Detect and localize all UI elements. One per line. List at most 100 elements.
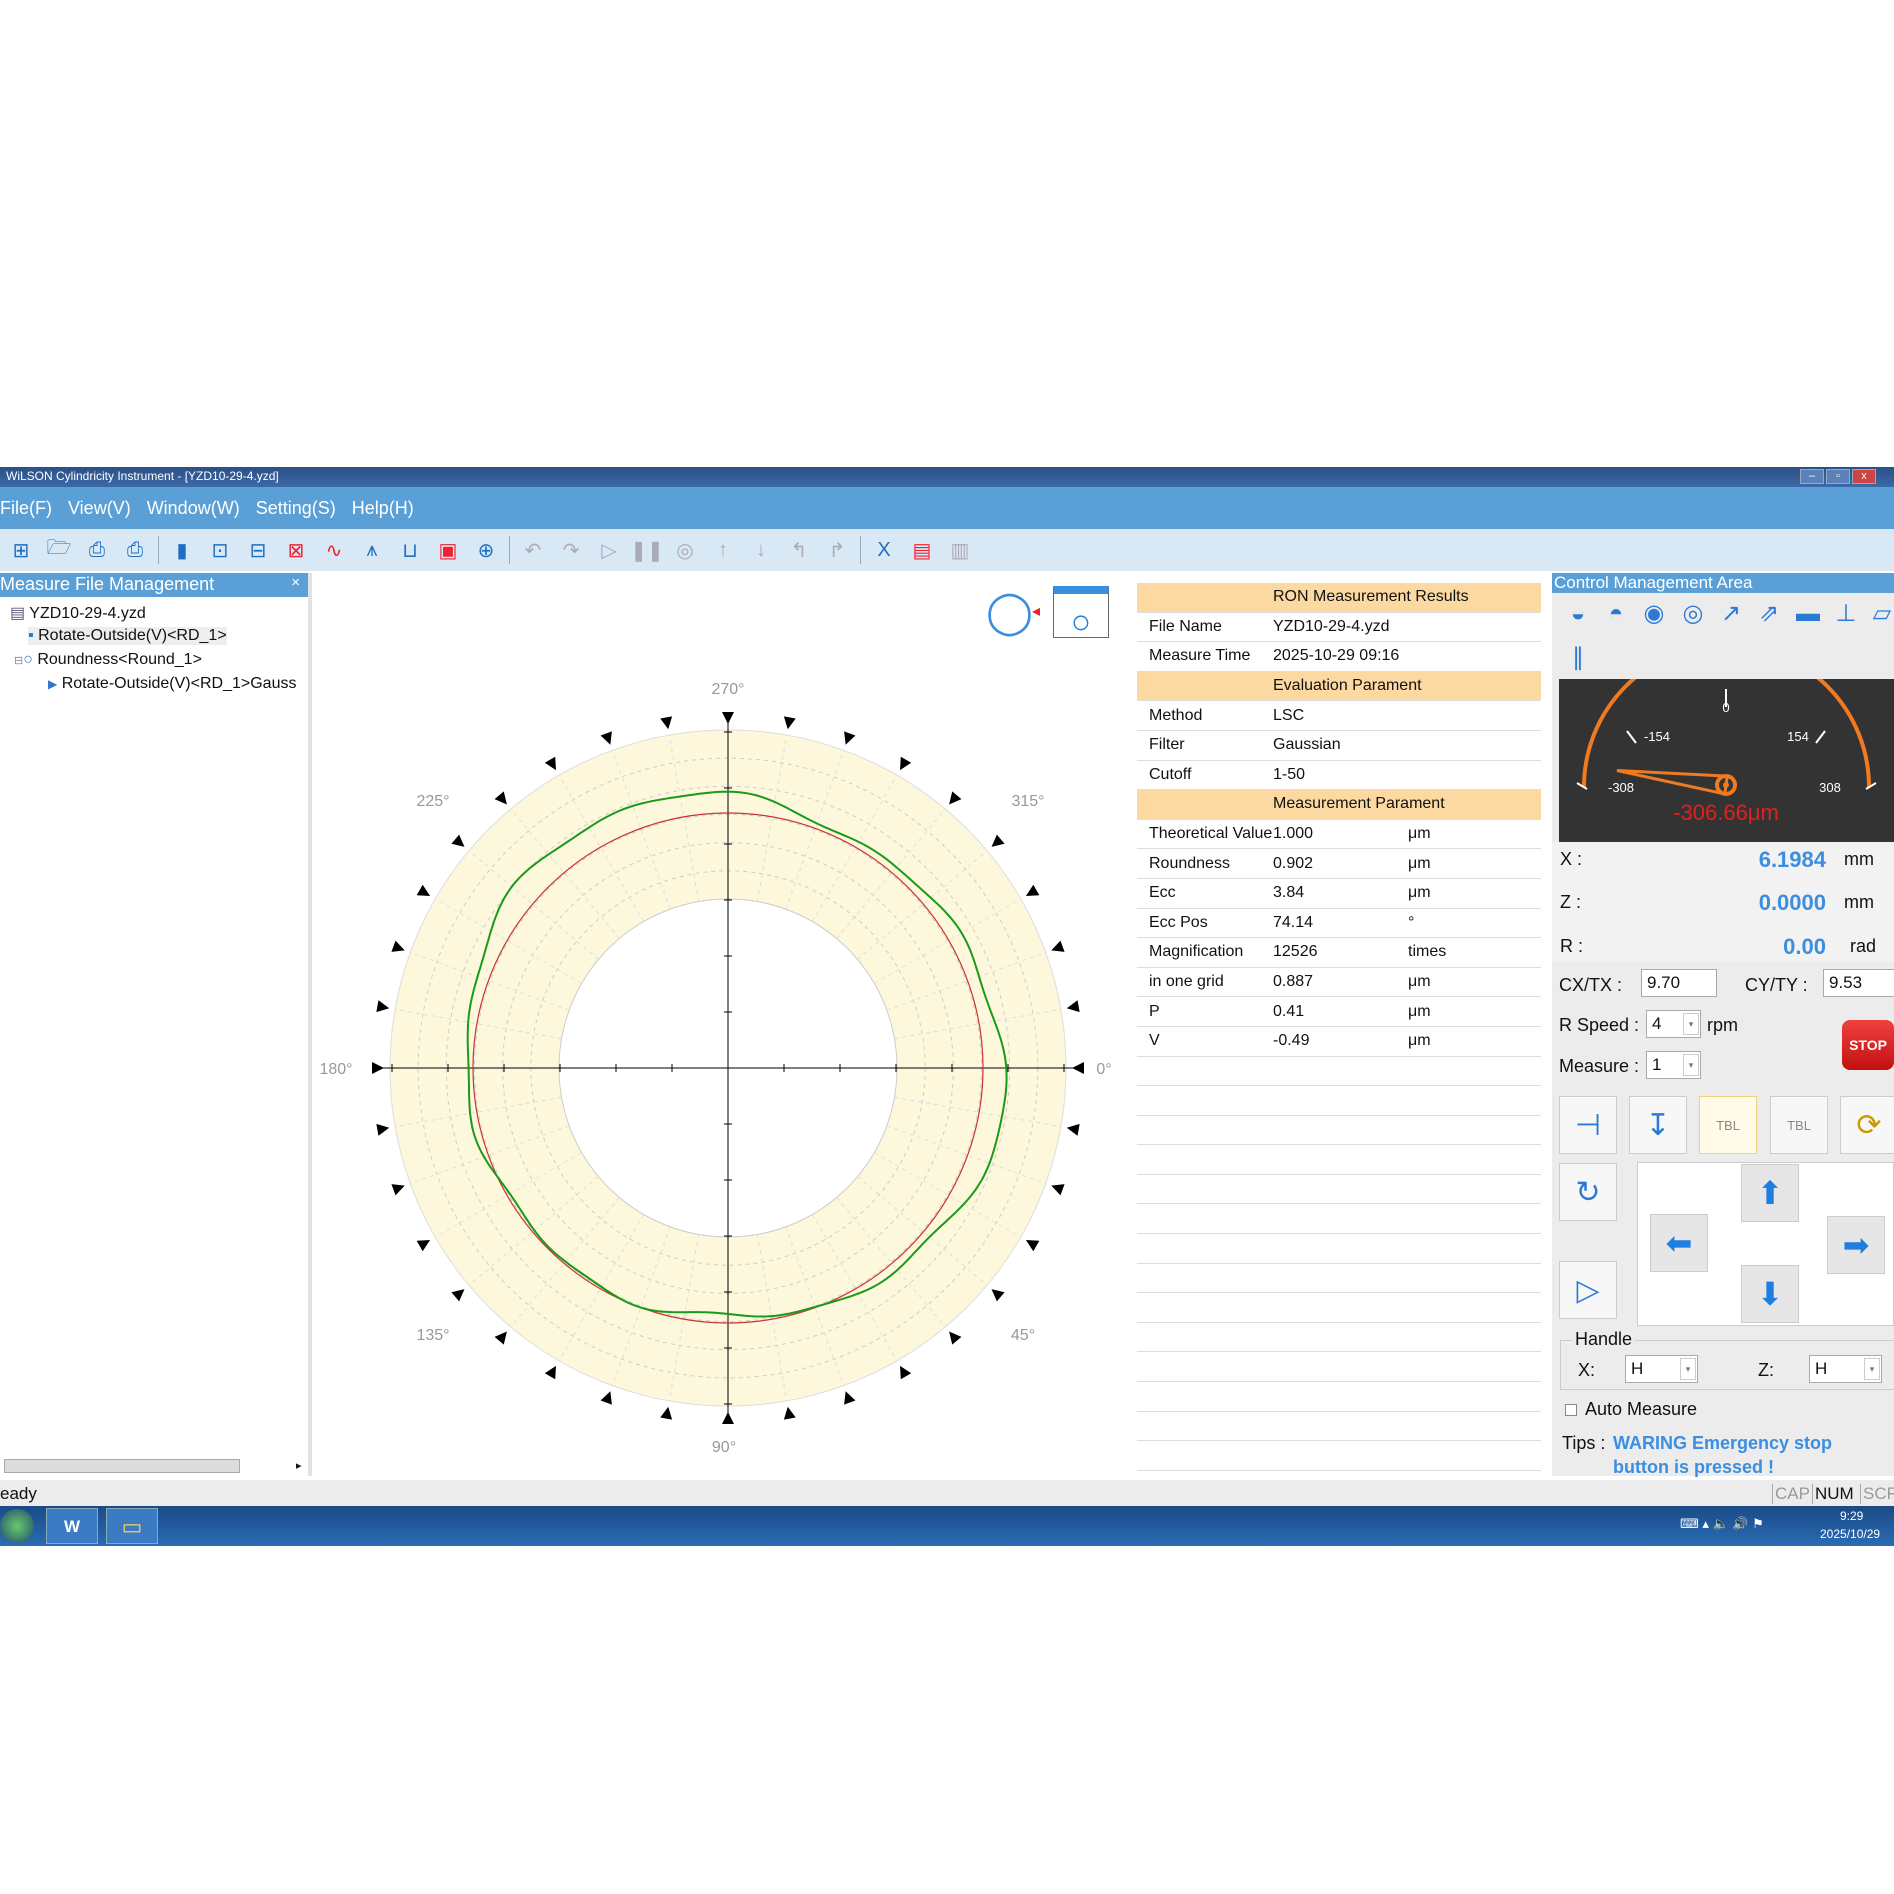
menu-window[interactable]: Window(W) <box>146 497 240 518</box>
rspeed-select[interactable]: 4 ▾ <box>1646 1010 1701 1038</box>
tree-item-gauss[interactable]: ▶ Rotate-Outside(V)<RD_1>Gauss <box>48 675 296 693</box>
table-rotate-button[interactable]: TBL <box>1699 1096 1757 1154</box>
angle-marker <box>900 1365 912 1380</box>
file-explorer-icon[interactable]: ▭ <box>106 1508 158 1544</box>
parallel-icon[interactable]: ∥ <box>1572 644 1584 671</box>
cell-unit: μm <box>1408 1002 1431 1020</box>
export-txt-icon[interactable]: ▤ <box>912 539 932 562</box>
tree-item-file[interactable]: ▤ YZD10-29-4.yzd <box>10 603 146 623</box>
angle-marker <box>494 791 507 805</box>
cx-input[interactable]: 9.70 <box>1641 969 1717 997</box>
r-value: 0.00 <box>1783 934 1826 959</box>
cy-input[interactable]: 9.53 <box>1823 969 1894 997</box>
delete-selection-icon[interactable]: ⊠ <box>287 539 305 562</box>
table-row: Ecc Pos 74.14 ° <box>1137 909 1541 939</box>
rotate-button[interactable]: ↻ <box>1559 1163 1617 1221</box>
jog-down-button[interactable]: ⬇ <box>1741 1265 1799 1323</box>
clock-time[interactable]: 9:29 <box>1840 1509 1864 1523</box>
zoom-in-icon[interactable]: ⊕ <box>477 539 495 562</box>
cell-label: Measure Time <box>1149 647 1251 665</box>
centering-button[interactable]: ⟳ <box>1840 1096 1894 1154</box>
step-chart-icon[interactable]: ⊔ <box>402 539 418 562</box>
cell-value: 0.902 <box>1273 854 1314 872</box>
concentric-icon[interactable]: ◎ <box>1682 600 1704 627</box>
x-unit: mm <box>1844 849 1874 869</box>
circle-shape-icon[interactable]: ◒ <box>1570 600 1586 627</box>
panel-title: Measure File Management <box>0 574 215 594</box>
tree-item-rotate[interactable]: ▪ Rotate-Outside(V)<RD_1> <box>28 627 227 645</box>
export-report-icon[interactable]: ▥ <box>950 539 970 562</box>
emergency-stop-button[interactable]: STOP <box>1842 1020 1894 1070</box>
r-unit: rad <box>1850 936 1877 956</box>
circle-view-icon[interactable]: ◯ ◂ <box>986 588 1041 635</box>
tree-item-roundness[interactable]: ⊟○ Roundness<Round_1> <box>14 651 202 669</box>
jog-up-button[interactable]: ⬆ <box>1741 1164 1799 1222</box>
record-icon[interactable]: ◎ <box>676 539 694 562</box>
gauge-tick <box>1865 782 1877 790</box>
scale-view-icon[interactable]: ○ <box>1053 586 1109 641</box>
panel-close-button[interactable]: × <box>291 574 300 591</box>
print-icon[interactable]: ⎙ <box>89 538 105 561</box>
collapse-icon[interactable]: ⊟ <box>14 655 24 667</box>
jog-right-button[interactable]: ➡ <box>1827 1216 1885 1274</box>
play-icon[interactable]: ▷ <box>601 539 617 562</box>
num-indicator: NUM <box>1812 1484 1854 1504</box>
probe-x-approach-button[interactable]: ⊣ <box>1559 1096 1617 1154</box>
angle-marker <box>600 1391 612 1405</box>
move-down-icon[interactable]: ↓ <box>756 538 766 561</box>
parallel-plane-icon[interactable]: ▱ <box>1872 600 1892 627</box>
cylinder-shape-icon[interactable]: ◓ <box>1608 600 1624 627</box>
total-runout-icon[interactable]: ⇗ <box>1758 600 1780 627</box>
perpendicular-icon[interactable]: ⊥ <box>1835 600 1857 627</box>
menu-help[interactable]: Help(H) <box>351 497 414 518</box>
start-button[interactable] <box>0 1509 34 1543</box>
table-row: Ecc 3.84 μm <box>1137 879 1541 909</box>
wave-icon[interactable]: ∿ <box>325 539 343 562</box>
export-excel-icon[interactable]: X <box>877 538 891 561</box>
undo-icon[interactable]: ↶ <box>524 539 542 562</box>
cy-label: CY/TY : <box>1745 975 1808 995</box>
minimize-button[interactable]: – <box>1800 469 1824 484</box>
start-measure-button[interactable]: ▷ <box>1559 1261 1617 1319</box>
bar-chart-icon[interactable]: ▮ <box>176 539 188 562</box>
stop-square-icon[interactable]: ▣ <box>438 539 458 562</box>
handle-x-select[interactable]: H ▾ <box>1625 1355 1698 1383</box>
remove-selection-icon[interactable]: ⊟ <box>249 539 267 562</box>
x-value: 6.1984 <box>1758 847 1826 872</box>
open-folder-icon[interactable]: 🗁 <box>46 537 72 559</box>
clock-date[interactable]: 2025/10/29 <box>1820 1527 1881 1541</box>
profile-chart-icon[interactable]: ⩚ <box>366 538 378 561</box>
table-row: Method LSC <box>1137 701 1541 731</box>
pause-icon[interactable]: ❚❚ <box>630 539 664 562</box>
auto-measure-checkbox[interactable] <box>1565 1404 1577 1416</box>
probe-z-approach-button[interactable]: ↧ <box>1629 1096 1687 1154</box>
move-up-icon[interactable]: ↑ <box>718 538 728 561</box>
handle-z-select[interactable]: H ▾ <box>1809 1355 1882 1383</box>
flatness-icon[interactable]: ▬ <box>1796 600 1820 627</box>
empty-row <box>1137 1382 1541 1412</box>
maximize-button[interactable]: ▫ <box>1826 469 1850 484</box>
status-text: eady <box>0 1484 37 1503</box>
scroll-right-icon[interactable]: ▸ <box>296 1460 302 1472</box>
runout-icon[interactable]: ↗ <box>1720 600 1742 627</box>
menu-file[interactable]: File(F) <box>0 497 52 518</box>
back-icon[interactable]: ↰ <box>790 539 808 562</box>
table-stop-button[interactable]: TBL <box>1770 1096 1828 1154</box>
jog-left-button[interactable]: ⬅ <box>1650 1214 1708 1272</box>
tips-message-2: button is pressed ! <box>1613 1457 1775 1477</box>
angle-marker <box>1051 1184 1065 1196</box>
menu-view[interactable]: View(V) <box>68 497 131 518</box>
print-preview-icon[interactable]: ⎙ <box>127 538 143 561</box>
redo-icon[interactable]: ↷ <box>562 539 580 562</box>
ring-shape-icon[interactable]: ◉ <box>1643 600 1665 627</box>
wilson-app-icon[interactable]: W <box>46 1508 98 1544</box>
add-selection-icon[interactable]: ⊡ <box>211 539 229 562</box>
forward-icon[interactable]: ↱ <box>828 539 846 562</box>
menu-setting[interactable]: Setting(S) <box>255 497 336 518</box>
handle-x-value: H <box>1631 1359 1644 1378</box>
horizontal-scrollbar[interactable] <box>4 1459 240 1473</box>
measure-select[interactable]: 1 ▾ <box>1646 1051 1701 1079</box>
close-button[interactable]: x <box>1852 469 1876 484</box>
new-file-icon[interactable]: ⊞ <box>12 539 30 562</box>
tray-icons[interactable]: ⌨ ▴ 🔈 🔊 ⚑ <box>1680 1516 1764 1531</box>
